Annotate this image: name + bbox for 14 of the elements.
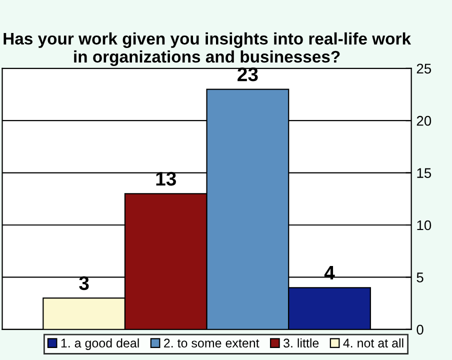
y-tick-label: 10 [417,220,432,230]
y-tick-label: 15 [417,168,432,178]
y-tick-label: 20 [416,116,432,126]
y-tick-label: 25 [416,64,432,74]
data-label: 13 [156,172,176,186]
data-label: 4 [324,266,335,280]
data-label: 3 [79,276,89,290]
legend-label: 4. not at all [343,338,404,348]
chart-title: Has your work given you insights into real-life work in organizations and businesses? [4,32,412,66]
legend-label: 1. a good deal [61,338,139,350]
legend-label: 3. little [284,338,319,348]
legend-label: 2. to some extent [164,338,260,348]
y-tick-label: 5 [416,272,424,282]
y-tick-label: 0 [416,324,424,335]
